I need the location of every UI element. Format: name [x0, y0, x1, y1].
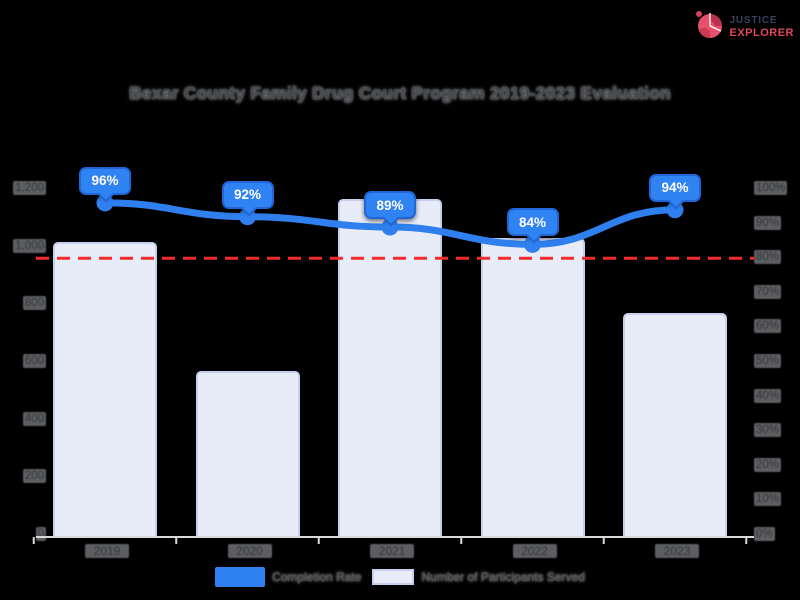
x-axis-year-label: 2021	[370, 544, 414, 558]
left-axis-tick-label: 1,200	[13, 181, 46, 195]
bar[interactable]	[480, 238, 585, 537]
legend-item-line-series[interactable]: Completion Rate	[215, 567, 361, 587]
donut-chart-icon	[693, 8, 725, 45]
legend-label-line-series: Completion Rate	[272, 570, 362, 584]
value-badge: 92%	[221, 180, 274, 209]
right-axis-tick-label: 10%	[754, 492, 782, 507]
left-axis-tick-label: 600	[22, 354, 46, 368]
left-axis-tick-label: 400	[22, 411, 46, 426]
left-axis-tickmark	[40, 476, 46, 479]
left-axis-tickmark	[40, 188, 46, 190]
right-axis-tick-label: 90%	[754, 215, 782, 230]
left-axis-tickmark	[40, 361, 46, 363]
bar[interactable]	[623, 312, 727, 537]
legend-label-bar-series: Number of Participants Served	[421, 570, 585, 584]
logo-line1: JUSTICE	[729, 14, 778, 26]
logo-line2: EXPLORER	[729, 26, 794, 39]
logo-wordmark: JUSTICE EXPLORER	[729, 15, 794, 39]
x-axis-year-label: 2023	[655, 544, 699, 558]
right-axis-tick-label: 70%	[754, 284, 782, 299]
value-badge: 96%	[79, 166, 131, 195]
left-axis-tickmark	[40, 245, 46, 248]
value-badge: 89%	[364, 191, 416, 220]
left-axis-tick-label: 800	[22, 296, 46, 311]
right-axis-tick-label: 20%	[754, 457, 782, 472]
right-axis-tick-label: 100%	[754, 181, 788, 195]
line-series-swatch	[215, 567, 266, 587]
bar[interactable]	[195, 370, 300, 537]
bar-series-swatch	[372, 569, 415, 585]
chart-title: Bexar County Family Drug Court Program 2…	[129, 83, 671, 103]
left-axis-tickmark	[40, 534, 46, 536]
left-axis-tickmark	[40, 418, 46, 421]
left-axis-tick-label: 1,000	[13, 238, 46, 253]
value-badge: 84%	[506, 208, 559, 237]
x-axis-year-label: 2022	[512, 544, 557, 558]
right-axis-tick-label: 0%	[754, 527, 775, 541]
right-axis-tick-label: 80%	[754, 250, 782, 265]
left-axis-tickmark	[40, 303, 46, 306]
bar[interactable]	[338, 199, 442, 537]
bar[interactable]	[53, 242, 157, 537]
left-axis-tick-label: 200	[22, 469, 46, 484]
value-badge: 94%	[649, 173, 701, 202]
right-axis-tick-label: 50%	[754, 354, 782, 368]
right-axis-tick-label: 40%	[754, 388, 782, 403]
chart-legend: Completion Rate Number of Participants S…	[0, 567, 800, 587]
x-axis-year-label: 2020	[227, 544, 272, 558]
site-logo[interactable]: JUSTICE EXPLORER	[693, 8, 794, 45]
right-axis-tick-label: 30%	[754, 423, 782, 438]
legend-item-bar-series[interactable]: Number of Participants Served	[372, 569, 585, 585]
right-axis-tick-label: 60%	[754, 319, 782, 334]
x-axis-year-label: 2019	[85, 544, 129, 558]
